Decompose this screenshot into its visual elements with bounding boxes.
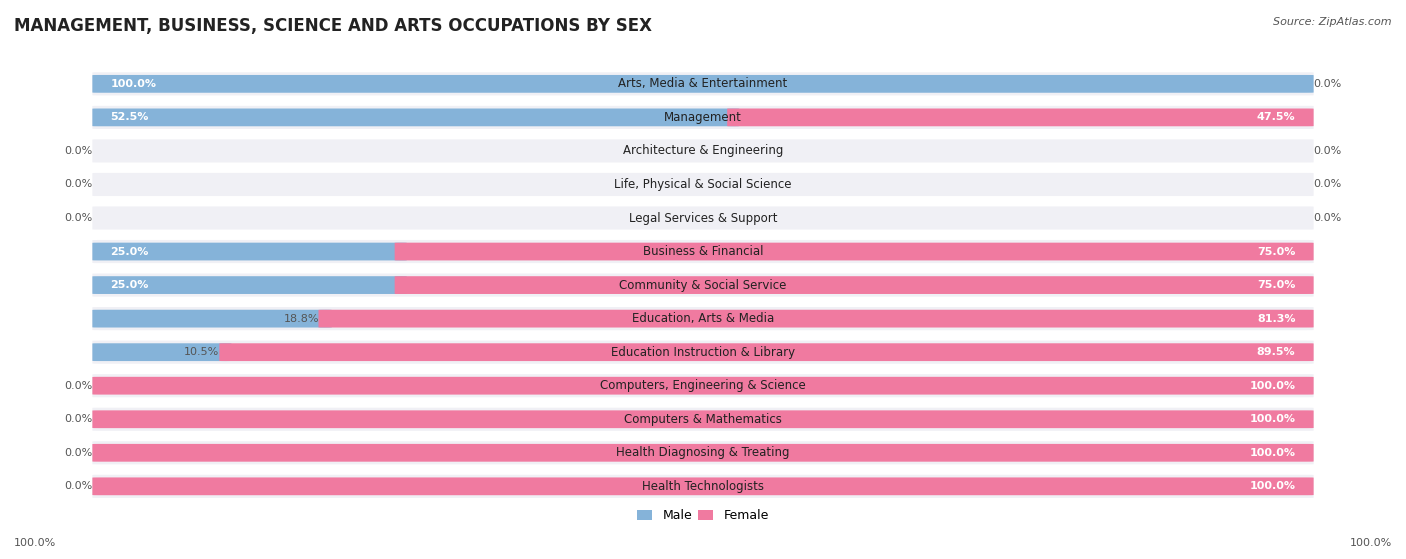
Text: Legal Services & Support: Legal Services & Support (628, 211, 778, 225)
Text: Education, Arts & Media: Education, Arts & Media (631, 312, 775, 325)
Text: Community & Social Service: Community & Social Service (619, 278, 787, 292)
Text: 52.5%: 52.5% (111, 112, 149, 122)
Text: 0.0%: 0.0% (1313, 79, 1341, 89)
FancyBboxPatch shape (93, 444, 1313, 462)
Text: 10.5%: 10.5% (184, 347, 219, 357)
Text: 0.0%: 0.0% (1313, 179, 1341, 190)
FancyBboxPatch shape (93, 340, 1313, 364)
Text: Education Instruction & Library: Education Instruction & Library (612, 345, 794, 359)
FancyBboxPatch shape (395, 243, 1313, 260)
Text: Health Diagnosing & Treating: Health Diagnosing & Treating (616, 446, 790, 459)
Text: 0.0%: 0.0% (65, 146, 93, 156)
FancyBboxPatch shape (93, 377, 1313, 395)
Text: 25.0%: 25.0% (111, 280, 149, 290)
FancyBboxPatch shape (727, 108, 1313, 126)
FancyBboxPatch shape (93, 374, 1313, 397)
FancyBboxPatch shape (93, 475, 1313, 498)
Text: Architecture & Engineering: Architecture & Engineering (623, 144, 783, 158)
Text: 100.0%: 100.0% (1250, 481, 1295, 491)
Text: 0.0%: 0.0% (65, 481, 93, 491)
Text: 25.0%: 25.0% (111, 247, 149, 257)
Text: Computers, Engineering & Science: Computers, Engineering & Science (600, 379, 806, 392)
FancyBboxPatch shape (93, 477, 1313, 495)
Text: Business & Financial: Business & Financial (643, 245, 763, 258)
FancyBboxPatch shape (93, 75, 1313, 93)
FancyBboxPatch shape (93, 408, 1313, 431)
Text: 0.0%: 0.0% (1313, 146, 1341, 156)
Text: 18.8%: 18.8% (284, 314, 319, 324)
Text: 0.0%: 0.0% (65, 448, 93, 458)
FancyBboxPatch shape (219, 343, 1313, 361)
Text: 100.0%: 100.0% (1250, 448, 1295, 458)
Text: 100.0%: 100.0% (1350, 538, 1392, 548)
Text: 0.0%: 0.0% (65, 179, 93, 190)
Text: 47.5%: 47.5% (1257, 112, 1295, 122)
Text: Health Technologists: Health Technologists (643, 480, 763, 493)
FancyBboxPatch shape (93, 243, 406, 260)
Text: 0.0%: 0.0% (65, 381, 93, 391)
FancyBboxPatch shape (93, 410, 1313, 428)
FancyBboxPatch shape (93, 307, 1313, 330)
Text: 0.0%: 0.0% (65, 414, 93, 424)
Legend: Male, Female: Male, Female (633, 504, 773, 527)
Text: 100.0%: 100.0% (111, 79, 156, 89)
FancyBboxPatch shape (93, 139, 1313, 163)
FancyBboxPatch shape (93, 106, 1313, 129)
FancyBboxPatch shape (319, 310, 1313, 328)
Text: Arts, Media & Entertainment: Arts, Media & Entertainment (619, 77, 787, 91)
Text: 100.0%: 100.0% (1250, 414, 1295, 424)
Text: Computers & Mathematics: Computers & Mathematics (624, 413, 782, 426)
Text: 0.0%: 0.0% (1313, 213, 1341, 223)
FancyBboxPatch shape (93, 276, 406, 294)
FancyBboxPatch shape (93, 72, 1313, 96)
Text: 0.0%: 0.0% (65, 213, 93, 223)
Text: 89.5%: 89.5% (1257, 347, 1295, 357)
FancyBboxPatch shape (93, 206, 1313, 230)
Text: Source: ZipAtlas.com: Source: ZipAtlas.com (1274, 17, 1392, 27)
Text: 100.0%: 100.0% (14, 538, 56, 548)
FancyBboxPatch shape (93, 173, 1313, 196)
FancyBboxPatch shape (93, 108, 740, 126)
FancyBboxPatch shape (93, 240, 1313, 263)
Text: 75.0%: 75.0% (1257, 247, 1295, 257)
FancyBboxPatch shape (93, 273, 1313, 297)
Text: 75.0%: 75.0% (1257, 280, 1295, 290)
FancyBboxPatch shape (93, 441, 1313, 465)
Text: 100.0%: 100.0% (1250, 381, 1295, 391)
FancyBboxPatch shape (395, 276, 1313, 294)
Text: Management: Management (664, 111, 742, 124)
Text: MANAGEMENT, BUSINESS, SCIENCE AND ARTS OCCUPATIONS BY SEX: MANAGEMENT, BUSINESS, SCIENCE AND ARTS O… (14, 17, 652, 35)
Text: 81.3%: 81.3% (1257, 314, 1295, 324)
FancyBboxPatch shape (93, 343, 232, 361)
Text: Life, Physical & Social Science: Life, Physical & Social Science (614, 178, 792, 191)
FancyBboxPatch shape (93, 310, 332, 328)
